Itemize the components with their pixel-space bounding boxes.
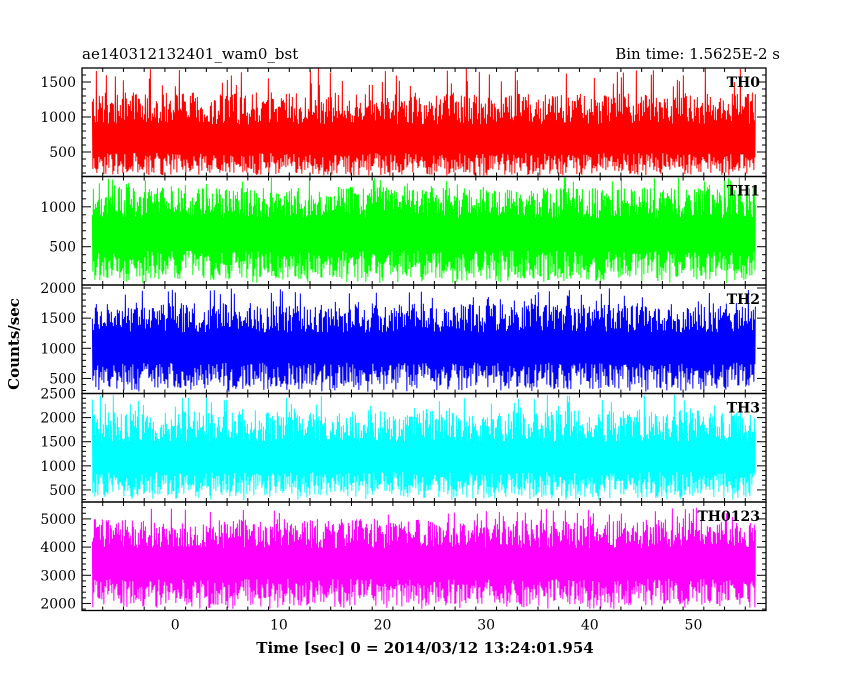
y-tick-label: 1000: [40, 110, 76, 126]
y-tick-label: 1500: [40, 435, 76, 451]
y-tick-label: 1500: [40, 75, 76, 91]
x-tick-label: 40: [581, 618, 599, 634]
series-line-th0123: [91, 507, 756, 609]
y-tick-label: 5000: [40, 512, 76, 528]
x-axis-title: Time [sec] 0 = 2014/03/12 13:24:01.954: [256, 639, 593, 657]
y-tick-label: 1000: [40, 459, 76, 475]
y-tick-label: 1500: [40, 311, 76, 327]
y-tick-label: 1000: [40, 200, 76, 216]
panel-th3: 500 1000 1500 2000 2500 TH3: [40, 387, 767, 503]
y-tick-label: 500: [49, 371, 76, 387]
panel-label: TH0123: [697, 509, 760, 525]
chart-subtitle: Bin time: 1.5625E-2 s: [615, 45, 780, 63]
panel-label: TH0: [727, 75, 761, 91]
series-line-th3: [91, 394, 756, 501]
y-tick-label: 500: [49, 483, 76, 499]
y-tick-label: 2000: [40, 281, 76, 297]
y-tick-label: 2000: [40, 411, 76, 427]
x-tick-label: 10: [270, 618, 288, 634]
panel-frame: [81, 501, 767, 612]
panel-th0: 500 1000 1500 TH0: [40, 67, 767, 178]
panel-th1: 500 1000 TH1: [40, 175, 767, 286]
y-tick-label: 3000: [40, 568, 76, 584]
y-tick-label: 1000: [40, 341, 76, 357]
y-axis-title: Counts/sec: [5, 298, 23, 390]
y-tick-label: 500: [49, 240, 76, 256]
y-tick-label: 2500: [40, 387, 76, 403]
panel-label: TH2: [727, 292, 760, 308]
panel-th2: 500 1000 1500 2000 TH2: [40, 281, 767, 395]
x-tick-label: 50: [685, 618, 703, 634]
y-tick-label: 500: [49, 145, 76, 161]
panel-label: TH3: [727, 401, 760, 417]
panel-label: TH1: [727, 184, 760, 200]
y-tick-label: 4000: [40, 540, 76, 556]
series-line-th0: [91, 68, 756, 176]
x-tick-label: 30: [477, 618, 495, 634]
panel-th0123: 2000 3000 4000 5000 TH0123 0 10 20 30 40 50: [40, 501, 767, 634]
x-tick-label: 20: [374, 618, 392, 634]
series-line-th2: [91, 288, 756, 392]
x-tick-label: 0: [171, 618, 180, 634]
chart-title: ae140312132401_wam0_bst: [82, 45, 298, 63]
series-line-th1: [91, 176, 756, 283]
y-tick-label: 2000: [40, 596, 76, 612]
